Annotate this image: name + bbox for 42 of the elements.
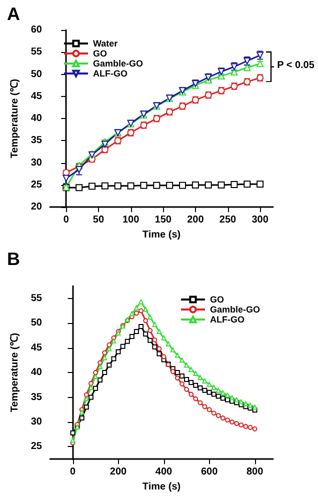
x-tick-label: 200 xyxy=(187,214,204,226)
y-tick-label: 50 xyxy=(30,318,42,329)
y-tick-label: 40 xyxy=(30,367,42,378)
y-tick-label: 45 xyxy=(30,342,42,354)
y-tick-label: 45 xyxy=(30,90,42,102)
x-tick-label: 150 xyxy=(154,214,172,226)
y-axis-title: Temperature (℃) xyxy=(9,78,20,158)
y-tick-label: 40 xyxy=(30,113,42,124)
x-tick-label: 0 xyxy=(63,214,70,226)
x-tick-label: 600 xyxy=(200,466,218,478)
y-tick-label: 50 xyxy=(30,68,42,80)
x-axis-title: Time (s) xyxy=(142,230,181,240)
legend-label: ALF-GO xyxy=(210,314,244,324)
x-tick-label: 50 xyxy=(92,214,104,226)
y-tick-label: 55 xyxy=(30,46,42,58)
x-tick-label: 300 xyxy=(252,214,269,226)
y-tick-label: 25 xyxy=(30,441,42,452)
legend-label: GO xyxy=(93,48,108,58)
legend-label: GO xyxy=(210,294,224,304)
y-tick-label: 25 xyxy=(30,179,42,190)
legend-label: Gamble-GO xyxy=(93,58,144,68)
x-tick-label: 400 xyxy=(155,466,173,478)
chart-title: A xyxy=(7,4,20,24)
y-tick-label: 35 xyxy=(30,135,42,146)
legend-label: Gamble-GO xyxy=(210,304,260,314)
text: P < 0.05 xyxy=(277,60,315,72)
y-tick-label: 30 xyxy=(30,157,42,168)
x-axis-title: Time (s) xyxy=(142,482,181,492)
y-tick-label: 60 xyxy=(30,24,42,36)
y-axis-title: Temperature (℃) xyxy=(9,332,20,412)
y-tick-label: 35 xyxy=(30,392,42,403)
y-tick-label: 20 xyxy=(30,202,42,213)
legend-label: ALF-GO xyxy=(93,68,128,78)
x-tick-label: 250 xyxy=(219,214,237,226)
x-tick-label: 100 xyxy=(122,214,140,226)
legend-label: Water xyxy=(93,38,118,48)
x-tick-label: 200 xyxy=(110,466,128,478)
x-tick-label: 800 xyxy=(246,466,264,478)
y-tick-label: 55 xyxy=(30,292,42,304)
x-tick-label: 0 xyxy=(70,466,76,478)
chart-title: B xyxy=(7,249,20,269)
y-tick-label: 30 xyxy=(30,416,42,428)
